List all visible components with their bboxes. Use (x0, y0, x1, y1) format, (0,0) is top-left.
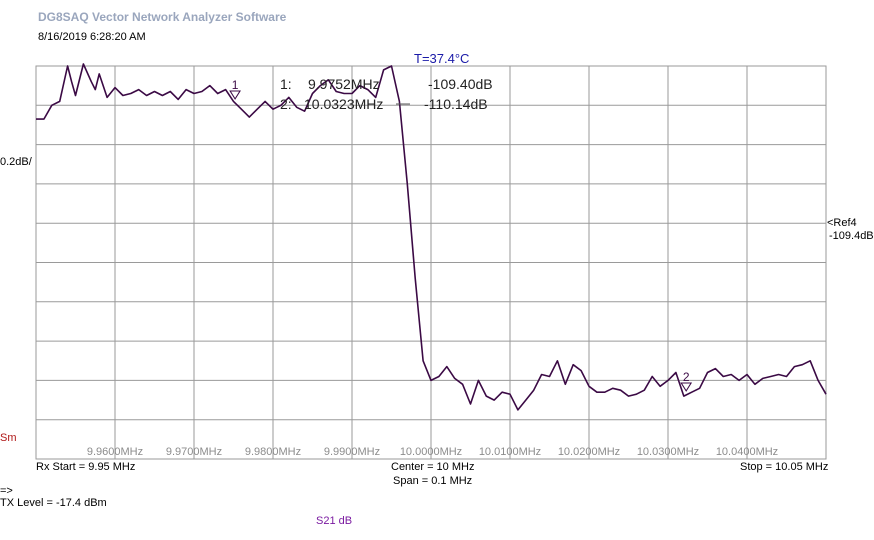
scale-label: 0.2dB/ (0, 156, 32, 168)
marker-triangle (680, 382, 693, 392)
x-tick-label: 10.0000MHz (400, 446, 462, 458)
marker-1-index: 1: (280, 76, 292, 92)
trace-label: Sm (0, 432, 17, 444)
x-tick-label: 10.0100MHz (479, 446, 541, 458)
marker-1-frequency: 9.9752MHz (308, 76, 380, 92)
ref-label: <Ref4 (827, 217, 857, 229)
stop-label: Stop = 10.05 MHz (740, 461, 829, 473)
ref-value: -109.4dB (829, 230, 874, 242)
x-tick-label: 10.0300MHz (637, 446, 699, 458)
rx-start-label: Rx Start = 9.95 MHz (36, 461, 136, 473)
parameter-label: S21 dB (316, 515, 353, 527)
trace-markers: 12 (229, 78, 693, 392)
span-label: Span = 0.1 MHz (393, 475, 473, 487)
marker-1-value: -109.40dB (428, 76, 493, 92)
tx-level-label: TX Level = -17.4 dBm (0, 497, 107, 509)
x-tick-label: 9.9600MHz (87, 446, 143, 458)
temperature-readout: T=37.4°C (414, 51, 470, 66)
timestamp: 8/16/2019 6:28:20 AM (38, 31, 146, 43)
x-tick-label: 10.0400MHz (716, 446, 778, 458)
arrow-indicator: => (0, 485, 13, 497)
center-label: Center = 10 MHz (391, 461, 475, 473)
marker-2-index: 2: (280, 96, 292, 112)
x-tick-label: 9.9900MHz (324, 446, 380, 458)
marker-readout: 1: 9.9752MHz -109.40dB 2: 10.0323MHz -11… (280, 76, 493, 112)
x-tick-label: 9.9800MHz (245, 446, 301, 458)
marker-number: 2 (683, 370, 690, 384)
plot-grid (35, 65, 827, 460)
x-tick-label: 9.9700MHz (166, 446, 222, 458)
x-tick-labels: 9.9600MHz 9.9700MHz 9.9800MHz 9.9900MHz 10.0… (87, 446, 778, 458)
x-tick-label: 10.0200MHz (558, 446, 620, 458)
marker-2-value: -110.14dB (424, 96, 488, 112)
s21-trace (36, 63, 827, 411)
marker-triangle (229, 90, 241, 100)
marker-number: 1 (232, 78, 239, 92)
app-title: DG8SAQ Vector Network Analyzer Software (38, 10, 287, 24)
marker-2-frequency: 10.0323MHz (304, 96, 383, 112)
